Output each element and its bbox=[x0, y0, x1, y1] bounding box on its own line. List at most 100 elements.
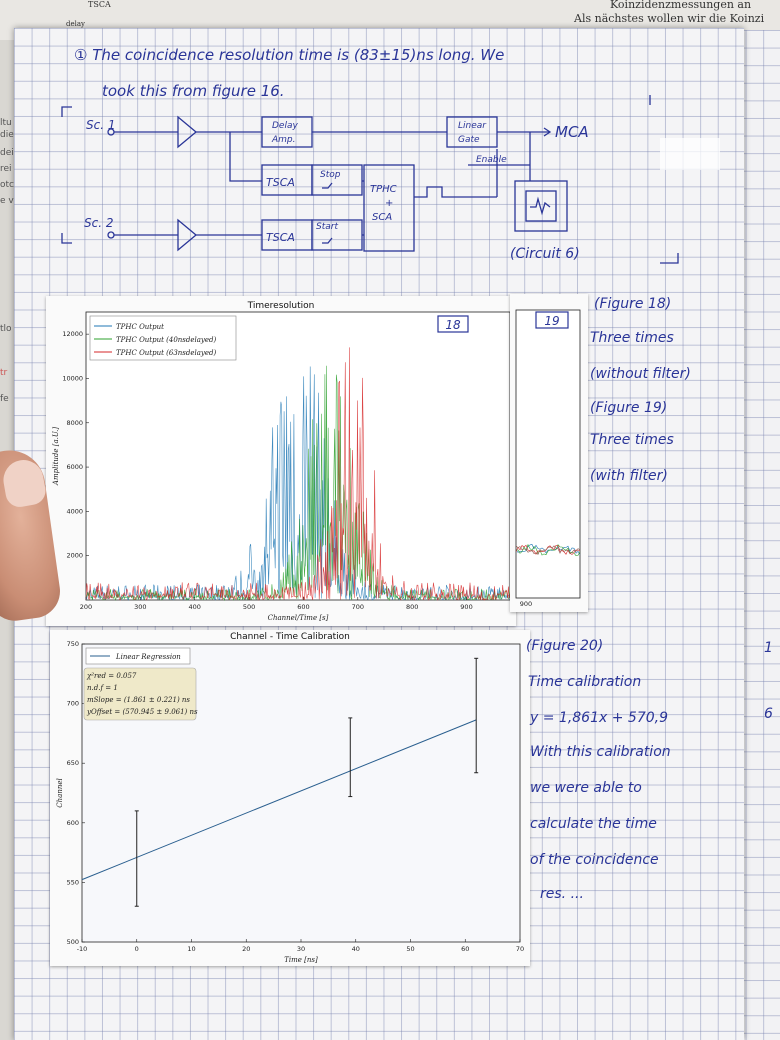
chart3-x-tick-label: 20 bbox=[242, 945, 250, 953]
enable-label: Enable bbox=[476, 155, 507, 165]
chart3-x-tick-label: 40 bbox=[352, 945, 360, 953]
tsca-top-label: TSCA bbox=[266, 176, 295, 189]
chart1-x-axis-label: Channel/Time [s] bbox=[268, 614, 329, 622]
bg-left-line: tr bbox=[0, 368, 8, 378]
chart3-legend-box bbox=[85, 647, 191, 665]
fig18-note-1: (Figure 18) bbox=[594, 296, 672, 312]
tphc-label-1: TPHC bbox=[370, 184, 397, 195]
chart3-fit-box-line: n.d.f = 1 bbox=[87, 684, 118, 692]
circuit-caption: (Circuit 6) bbox=[510, 246, 580, 262]
fig18-note-3: (without filter) bbox=[590, 366, 691, 382]
chart3-fit-box-line: yOffset = (570.945 ± 9.061) ns bbox=[86, 708, 198, 716]
margin-mark-6: 6 bbox=[764, 706, 773, 722]
chart2-series-line bbox=[515, 544, 581, 555]
bg-left-line: ltu bbox=[0, 118, 12, 128]
fig19-note-3: (with filter) bbox=[590, 468, 668, 484]
chart1-figure-label: 18 bbox=[445, 318, 461, 332]
fig20-note-1: (Figure 20) bbox=[526, 638, 604, 654]
chart1-y-tick-label: 6000 bbox=[66, 463, 83, 471]
bg-left-line: deil bbox=[0, 148, 17, 158]
chart3-y-tick-label: 600 bbox=[67, 819, 79, 827]
bg-text-line-1: Koinzidenzmessungen an bbox=[610, 0, 752, 11]
bg-label-delay: delay bbox=[66, 20, 85, 28]
chart3-y-tick-label: 650 bbox=[67, 759, 79, 767]
calibration-chart: Channel - Time Calibration -10 0 10 20 30 40 5… bbox=[50, 630, 530, 966]
tape-strip bbox=[660, 138, 720, 170]
chart3-y-tick-label: 750 bbox=[67, 640, 79, 648]
chart1-x-tick-label: 900 bbox=[460, 603, 472, 611]
bg-left-line: otc bbox=[0, 180, 14, 190]
source-1-label: Sc. 1 bbox=[86, 118, 115, 132]
source-2-label: Sc. 2 bbox=[84, 216, 113, 230]
chart2-figure-label-box bbox=[535, 311, 569, 329]
bg-left-line: fe bbox=[0, 394, 9, 404]
intro-line-2: took this from figure 16. bbox=[102, 82, 285, 100]
chart3-y-tick-label: 700 bbox=[67, 700, 79, 708]
fig20-note-3: y = 1,861x + 570,9 bbox=[530, 710, 668, 726]
chart3-fit-box-line: χ²red = 0.057 bbox=[86, 672, 137, 680]
chart1-x-tick-label: 800 bbox=[406, 603, 418, 611]
chart2-x-tick-label: 900 bbox=[520, 600, 532, 608]
chart1-y-tick-label: 4000 bbox=[66, 507, 83, 515]
chart3-title: Channel - Time Calibration bbox=[230, 632, 350, 642]
chart1-x-tick-label: 300 bbox=[134, 603, 146, 611]
timeresolution-chart: Timeresolution 200 300 400 500 600 700 800 900 2… bbox=[46, 296, 516, 626]
chart3-legend-entry: Linear Regression bbox=[115, 653, 181, 661]
bg-left-line: tlo bbox=[0, 324, 12, 334]
stop-label: Stop bbox=[320, 170, 341, 180]
linear-gate-label-2: Gate bbox=[458, 135, 480, 145]
chart3-x-tick-label: -10 bbox=[77, 945, 88, 953]
chart2-plot-area bbox=[515, 309, 581, 599]
tphc-label-2: + bbox=[385, 198, 393, 209]
chart1-y-tick-label: 2000 bbox=[66, 552, 83, 560]
fig20-note-4: With this calibration bbox=[530, 744, 671, 760]
chart1-y-tick-label: 8000 bbox=[66, 419, 83, 427]
linear-gate-label-1: Linear bbox=[458, 121, 487, 131]
chart3-x-tick-label: 60 bbox=[461, 945, 469, 953]
chart1-legend-entry: TPHC Output (63nsdelayed) bbox=[116, 349, 217, 357]
chart1-legend-entry: TPHC Output bbox=[116, 323, 164, 331]
chart1-series-line bbox=[85, 347, 511, 601]
chart1-series-line bbox=[85, 365, 511, 602]
margin-mark-1: 1 bbox=[764, 640, 773, 656]
chart3-y-tick-label: 550 bbox=[67, 878, 79, 886]
chart3-x-tick-label: 70 bbox=[516, 945, 524, 953]
fig20-note-6: calculate the time bbox=[530, 816, 657, 832]
intro-line-1: ① The coincidence resolution time is (83… bbox=[74, 46, 505, 64]
chart1-x-tick-label: 500 bbox=[243, 603, 255, 611]
chart1-svg: 200 300 400 500 600 700 800 900 2000 4000 6000 8000… bbox=[52, 311, 511, 622]
chart1-title: Timeresolution bbox=[247, 301, 315, 311]
fig20-note-2: Time calibration bbox=[528, 674, 642, 690]
chart1-x-tick-label: 600 bbox=[297, 603, 309, 611]
fig20-note-7: of the coincidence bbox=[530, 852, 659, 868]
bg-left-line: e v bbox=[0, 196, 14, 206]
chart3-x-tick-label: 0 bbox=[135, 945, 139, 953]
bg-text-line-2: Als nächstes wollen wir die Koinzi bbox=[574, 12, 765, 25]
delay-amp-label-2: Amp. bbox=[271, 135, 296, 145]
start-label: Start bbox=[316, 222, 338, 232]
tphc-label-3: SCA bbox=[372, 212, 392, 223]
chart1-x-tick-label: 400 bbox=[189, 603, 201, 611]
fig20-note-8: res. ... bbox=[540, 886, 584, 902]
tsca-bottom-label: TSCA bbox=[266, 231, 295, 244]
bg-left-line: die bbox=[0, 130, 14, 140]
chart1-legend-entry: TPHC Output (40nsdelayed) bbox=[116, 336, 217, 344]
fig20-note-5: we were able to bbox=[530, 780, 642, 796]
chart2-series-line bbox=[515, 544, 581, 555]
chart1-y-axis-label: Amplitude [a.U.] bbox=[52, 427, 60, 486]
chart3-x-tick-label: 50 bbox=[406, 945, 414, 953]
chart3-x-axis-label: Time [ns] bbox=[284, 956, 318, 964]
delay-amp-label-1: Delay bbox=[272, 121, 298, 131]
chart1-x-tick-label: 700 bbox=[352, 603, 364, 611]
chart2-figure-label: 19 bbox=[544, 314, 559, 328]
fig19-note-1: (Figure 19) bbox=[590, 400, 668, 416]
chart1-series-line bbox=[85, 366, 511, 601]
mca-label: MCA bbox=[555, 123, 589, 141]
fig19-note-2: Three times bbox=[590, 432, 674, 448]
chart3-svg: -10 0 10 20 30 40 50 60 70 500 550 600 650 700 750 Time… bbox=[56, 640, 524, 964]
fig18-note-2: Three times bbox=[590, 330, 674, 346]
figure19-partial-chart: 900 19 bbox=[510, 294, 588, 612]
chart3-x-tick-label: 30 bbox=[297, 945, 305, 953]
bg-label-tsca: TSCA bbox=[88, 0, 111, 9]
chart2-series-line bbox=[515, 545, 581, 555]
